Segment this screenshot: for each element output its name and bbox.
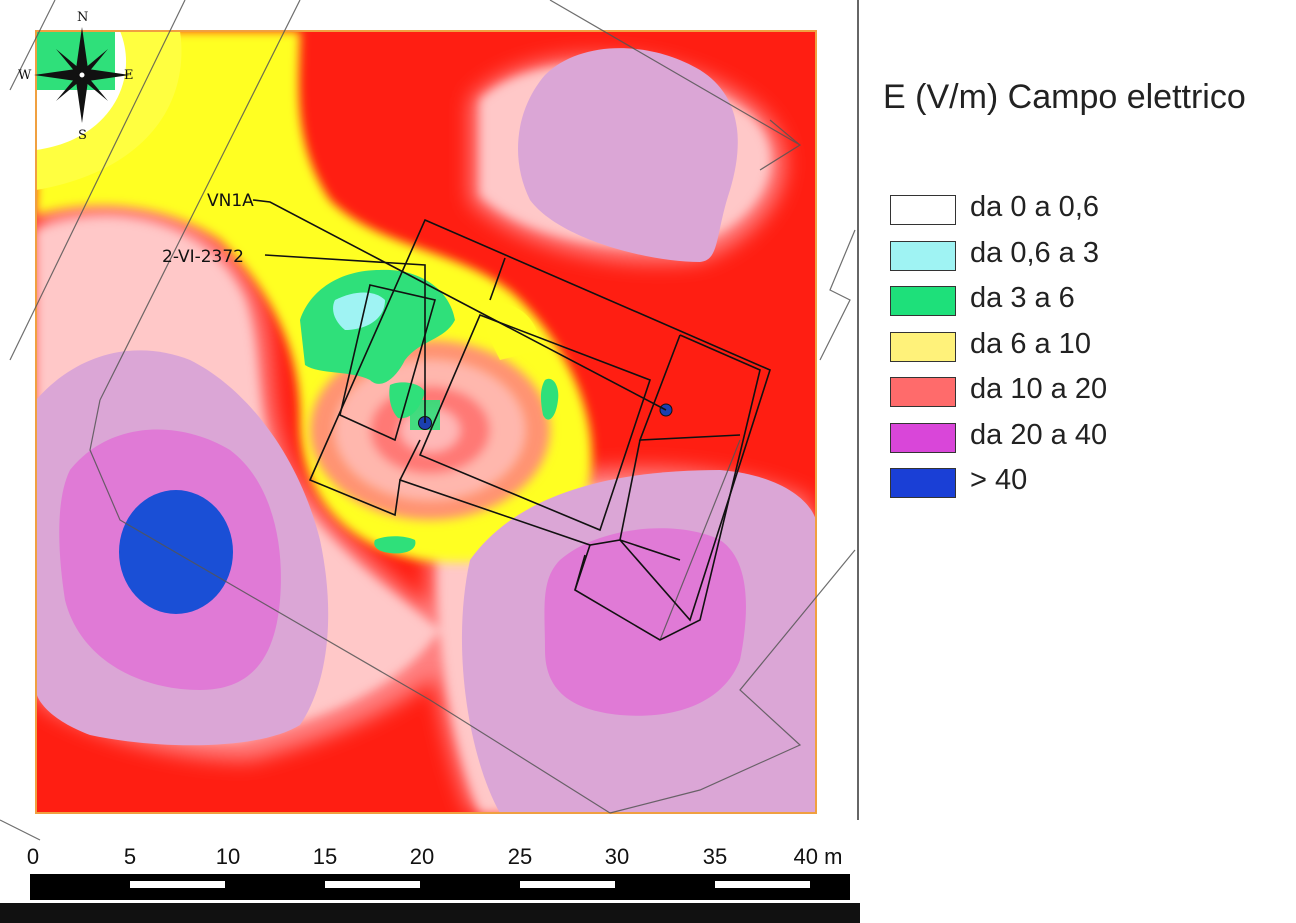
legend-label: da 0 a 0,6 (970, 191, 1099, 223)
legend-swatch (890, 195, 956, 225)
map-frame (35, 30, 817, 814)
compass-rose: N S E W (18, 10, 134, 143)
label-2-vi-2372: 2-VI-2372 (162, 247, 244, 267)
field-map: VN1A 2-VI-2372 N S E W (0, 0, 860, 923)
legend-swatch (890, 286, 956, 316)
legend-swatch (890, 240, 956, 271)
scale-tick-label: 15 (312, 844, 338, 869)
compass-e: E (124, 68, 134, 83)
scale-tick-label: 5 (123, 844, 137, 869)
legend-label: da 10 a 20 (970, 373, 1108, 405)
building-outlines (308, 218, 771, 641)
legend-label: > 40 (970, 464, 1028, 496)
legend-label: da 6 a 10 (970, 327, 1091, 360)
label-vn1a: VN1A (207, 191, 254, 211)
legend-label: da 20 a 40 (970, 418, 1108, 451)
scale-tick-label: 0 (26, 844, 40, 869)
legend-label: da 3 a 6 (970, 282, 1075, 314)
legend-swatch (890, 422, 956, 453)
scale-tick-label: 20 (409, 844, 435, 869)
scale-tick-label: 35 (702, 844, 728, 869)
compass-w: W (18, 68, 32, 83)
legend-title: E (V/m) Campo elettrico (883, 78, 1246, 116)
legend-swatch (890, 377, 956, 407)
legend-swatch (890, 468, 956, 498)
compass-n: N (77, 10, 88, 25)
legend-swatch (890, 331, 956, 362)
callout-lines (252, 199, 667, 423)
scale-tick-label: 30 (604, 844, 630, 869)
scale-tick-label: 25 (507, 844, 533, 869)
field-raster (36, 31, 816, 813)
scale-tick-label: 40 m (793, 844, 843, 869)
scale-bar (0, 874, 860, 923)
legend-label: da 0,6 a 3 (970, 236, 1099, 269)
cadastral-lines (0, 0, 856, 841)
compass-s: S (78, 128, 87, 143)
scale-tick-label: 10 (215, 844, 241, 869)
